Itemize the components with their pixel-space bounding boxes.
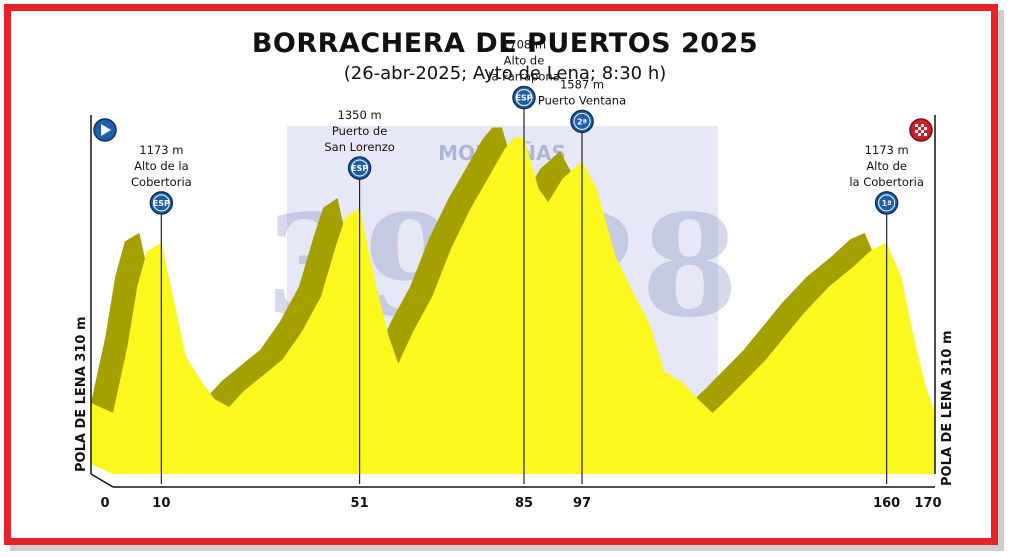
climb-markers: ESP 1173 m Alto de la Cobertoria ESP 1350 m Pu… — [131, 38, 924, 484]
climb-label: 1173 m — [865, 143, 909, 157]
distance-ticks: 0 10 51 85 97 160 170 — [100, 496, 941, 511]
chart-subtitle: (26-abr-2025; Ayto de Lena; 8:30 h) — [343, 63, 667, 84]
climb-label: Cobertoria — [131, 175, 192, 189]
category-badge-text: 1ª — [882, 199, 892, 208]
category-badge-text: ESP — [515, 94, 532, 103]
climb-label: San Lorenzo — [324, 140, 394, 154]
baseline-diagonal — [90, 473, 114, 488]
category-badge-text: ESP — [153, 199, 170, 208]
climb-marker: 2ª 1587 m Puerto Ventana — [538, 77, 626, 484]
category-badge-text: ESP — [351, 164, 368, 173]
climb-label: Puerto de — [332, 124, 387, 138]
climb-label: Puerto Ventana — [538, 93, 626, 107]
start-flag-icon — [93, 118, 117, 142]
climb-label: Alto de — [866, 159, 907, 173]
chart-title: BORRACHERA DE PUERTOS 2025 — [251, 28, 759, 59]
climb-marker: ESP 1708 m Alto de la Farrapona — [488, 38, 560, 484]
climb-label: 1350 m — [338, 108, 382, 122]
category-badge-text: 2ª — [577, 117, 587, 126]
climb-marker: 1ª 1173 m Alto de la Cobertoria — [849, 143, 924, 484]
distance-tick-label: 0 — [100, 496, 109, 511]
end-elevation-label: POLA DE LENA 310 m — [940, 330, 955, 487]
axis-layer — [90, 115, 936, 488]
climb-label: 1708 m — [502, 38, 546, 52]
climb-label: la Cobertoria — [849, 175, 924, 189]
climb-marker: ESP 1350 m Puerto de San Lorenzo — [324, 108, 395, 484]
distance-tick-label: 97 — [573, 496, 591, 511]
distance-tick-label: 170 — [914, 496, 941, 511]
finish-flag-icon — [909, 118, 933, 142]
climb-marker: ESP 1173 m Alto de la Cobertoria — [131, 143, 192, 484]
climb-label: la Farrapona — [488, 70, 559, 84]
profile-side-wall — [91, 402, 113, 474]
climb-label: Alto de — [504, 54, 545, 68]
climb-label: Alto de la — [134, 159, 189, 173]
start-elevation-label: POLA DE LENA 310 m — [74, 316, 89, 473]
distance-tick-label: 10 — [152, 496, 170, 511]
climb-label: 1587 m — [560, 77, 604, 91]
distance-tick-label: 51 — [351, 496, 369, 511]
distance-tick-label: 160 — [873, 496, 900, 511]
distance-tick-label: 85 — [515, 496, 533, 511]
climb-label: 1173 m — [139, 143, 183, 157]
